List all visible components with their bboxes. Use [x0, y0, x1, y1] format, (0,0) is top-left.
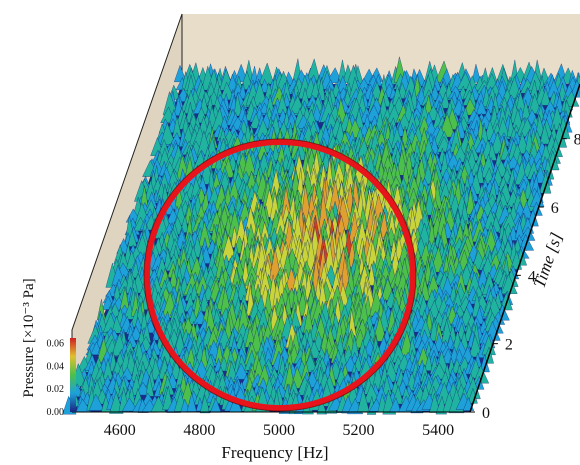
- time-tick-label: 8: [574, 132, 580, 149]
- pressure-axis-label: Pressure [×10⁻³ Pa]: [21, 278, 37, 397]
- surface-peak: [199, 394, 211, 414]
- frequency-tick-label: 4800: [183, 422, 215, 439]
- surface-peak: [539, 123, 551, 145]
- time-tick-label: 4: [528, 268, 536, 285]
- time-axis-ticks: 0 2 4 6 8: [470, 132, 580, 422]
- surface-peaks: [62, 56, 580, 415]
- time-tick-label: 6: [551, 200, 559, 217]
- surface-peak: [233, 362, 250, 380]
- surface-peak: [111, 315, 124, 334]
- frequency-tick-label: 5000: [263, 422, 295, 439]
- time-axis-label: Time [s]: [530, 230, 567, 290]
- surface-peak: [546, 150, 560, 171]
- surface-peak: [325, 67, 343, 83]
- back-wall: [182, 14, 580, 84]
- frequency-tick-label: 4600: [104, 422, 136, 439]
- surface-peak: [150, 357, 162, 380]
- surface-peak: [499, 291, 513, 311]
- colorbar-tick-label: 0.02: [47, 384, 65, 395]
- colorbar-tick-label: 0.00: [47, 407, 65, 418]
- surface-peak: [440, 91, 451, 109]
- surface-peak: [122, 397, 139, 412]
- surface-peak: [424, 353, 433, 371]
- colorbar: [70, 338, 76, 412]
- surface-peak: [220, 234, 237, 262]
- surface-peak: [429, 392, 441, 413]
- frequency-tick-label: 5200: [343, 422, 375, 439]
- surface-peak: [271, 143, 281, 161]
- surface-peak: [162, 385, 173, 410]
- colorbar-tick-label: 0.04: [47, 361, 65, 372]
- surface-peak: [538, 171, 552, 194]
- annotation-circle-outline: [143, 138, 417, 412]
- time-tick-label: 2: [505, 337, 513, 354]
- surface-peak: [438, 112, 456, 138]
- surface-peak: [367, 263, 376, 286]
- surface-peak: [130, 260, 140, 279]
- colorbar-ticks: 0.00 0.02 0.04 0.06: [47, 339, 65, 418]
- surface-peak: [487, 142, 498, 161]
- surface-peak: [468, 334, 483, 358]
- surface-peak: [422, 162, 435, 185]
- surface-peak: [233, 92, 243, 117]
- surface-peak: [88, 393, 105, 411]
- colorbar-tick-label: 0.06: [47, 339, 65, 350]
- time-tick-label: 0: [482, 405, 490, 422]
- surface-peak: [484, 321, 501, 341]
- frequency-axis-label: Frequency [Hz]: [221, 443, 328, 462]
- surface-peak: [471, 64, 481, 83]
- surface-peak: [234, 63, 248, 83]
- surface-peak: [310, 79, 320, 98]
- surface-peak: [316, 397, 327, 415]
- surface-peak: [372, 315, 387, 342]
- surface-peak: [160, 122, 176, 145]
- annotation-circle: [144, 139, 416, 411]
- frequency-axis-ticks: 4600 4800 5000 5200 5400: [104, 422, 454, 439]
- frequency-tick-label: 5400: [422, 422, 454, 439]
- surface-peak: [540, 87, 551, 106]
